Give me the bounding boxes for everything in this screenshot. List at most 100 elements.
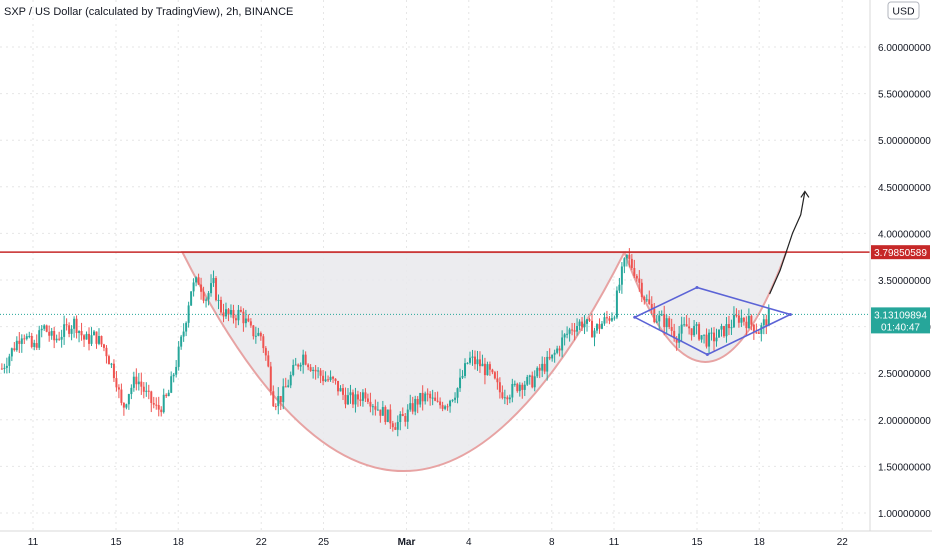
candle-down xyxy=(698,324,701,340)
candle-down xyxy=(80,331,83,336)
candle-up xyxy=(349,392,352,396)
candle-up xyxy=(414,398,417,412)
candle-up xyxy=(444,406,447,409)
candle-up xyxy=(513,383,516,385)
candle-down xyxy=(429,393,432,399)
x-tick-label: 11 xyxy=(28,537,39,548)
time-axis[interactable]: 11 15 18 22 25 Mar 4 8 11 15 18 22 xyxy=(28,537,848,548)
candle-up xyxy=(187,305,190,323)
candle-up xyxy=(8,356,11,366)
candle-up xyxy=(127,394,130,405)
cup-shape xyxy=(180,251,627,472)
candle-up xyxy=(767,308,770,326)
candle-up xyxy=(40,328,43,331)
candle-up xyxy=(740,317,743,323)
candle-up xyxy=(399,414,402,423)
candle-up xyxy=(449,400,452,407)
candle-up xyxy=(406,409,409,422)
candle-up xyxy=(595,324,598,331)
diamond-vertex[interactable] xyxy=(705,353,709,357)
candle-down xyxy=(643,297,646,301)
candle-down xyxy=(319,370,322,376)
candle-up xyxy=(546,356,549,372)
candle-up xyxy=(289,374,292,386)
candle-up xyxy=(508,397,511,400)
candle-down xyxy=(638,278,641,283)
breakout-arrow[interactable] xyxy=(769,191,806,295)
x-tick-label: Mar xyxy=(398,537,416,548)
candle-up xyxy=(715,337,718,342)
candle-down xyxy=(267,355,270,367)
candle-down xyxy=(259,332,262,337)
candle-down xyxy=(404,416,407,422)
candle-down xyxy=(150,391,153,403)
y-tick-label: 4.00000000 xyxy=(878,229,931,240)
candle-down xyxy=(197,277,200,285)
candle-down xyxy=(737,315,740,323)
x-tick-label: 22 xyxy=(837,537,849,548)
candle-down xyxy=(327,379,330,381)
candle-up xyxy=(693,325,696,336)
candle-up xyxy=(556,348,559,353)
price-axis[interactable]: 6.00000000 5.50000000 5.00000000 4.50000000… xyxy=(871,43,931,520)
candle-down xyxy=(591,320,594,338)
candle-up xyxy=(132,376,135,388)
resistance-price-label: 3.79850589 xyxy=(874,248,927,259)
candle-down xyxy=(498,382,501,393)
candle-up xyxy=(25,336,28,339)
currency-button[interactable]: USD xyxy=(887,1,920,20)
diamond-vertex[interactable] xyxy=(633,315,637,319)
candle-down xyxy=(117,387,120,390)
candle-down xyxy=(538,367,541,371)
candle-up xyxy=(431,397,434,399)
candle-up xyxy=(523,384,526,390)
candle-down xyxy=(35,343,38,348)
candle-down xyxy=(23,338,26,340)
candle-down xyxy=(713,332,716,342)
candle-down xyxy=(493,372,496,379)
candle-up xyxy=(600,323,603,329)
y-tick-label: 3.50000000 xyxy=(878,276,931,287)
candle-up xyxy=(93,331,96,336)
diamond-vertex[interactable] xyxy=(788,312,792,316)
candle-up xyxy=(386,409,389,422)
candle-up xyxy=(578,321,581,326)
x-tick-label: 11 xyxy=(609,537,620,548)
candle-down xyxy=(215,278,218,301)
candle-down xyxy=(334,378,337,381)
candle-down xyxy=(531,375,534,388)
candle-up xyxy=(55,338,58,341)
candle-down xyxy=(705,334,708,347)
candle-up xyxy=(5,365,8,368)
candle-up xyxy=(346,395,349,405)
currency-button-label[interactable]: USD xyxy=(892,6,915,18)
candle-up xyxy=(282,386,285,403)
candle-down xyxy=(446,406,449,408)
candle-up xyxy=(461,375,464,378)
candle-down xyxy=(309,367,312,371)
candle-down xyxy=(411,403,414,412)
candle-down xyxy=(394,427,397,430)
candle-up xyxy=(481,363,484,367)
candle-down xyxy=(675,338,678,343)
candle-up xyxy=(207,293,210,300)
candle-down xyxy=(107,356,110,365)
candle-down xyxy=(633,268,636,276)
candle-down xyxy=(279,396,282,403)
candle-up xyxy=(551,354,554,359)
candle-up xyxy=(376,409,379,411)
candle-down xyxy=(473,356,476,365)
candle-down xyxy=(745,321,748,329)
candle-up xyxy=(212,278,215,284)
candle-down xyxy=(571,329,574,331)
diamond-vertex[interactable] xyxy=(695,285,699,289)
candle-up xyxy=(292,365,295,375)
candle-down xyxy=(272,391,275,407)
candle-down xyxy=(100,336,103,345)
candle-down xyxy=(441,405,444,409)
candle-up xyxy=(518,384,521,392)
candle-down xyxy=(648,299,651,304)
currency-button-frame[interactable] xyxy=(887,1,920,20)
candle-up xyxy=(60,336,63,340)
